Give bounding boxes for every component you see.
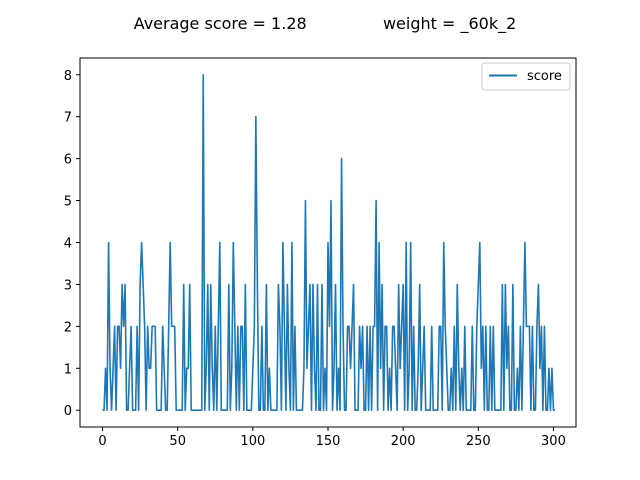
y-tick-label: 5: [64, 195, 72, 210]
x-tick-label: 200: [391, 434, 416, 449]
y-tick-label: 7: [64, 111, 72, 126]
legend-box: [481, 62, 571, 91]
x-tick-label: 0: [98, 434, 106, 449]
y-tick-label: 6: [64, 153, 72, 168]
chart-title: Average score = 1.28 weight = _60k_2: [134, 14, 517, 34]
y-tick-label: 8: [64, 69, 72, 84]
y-tick-label: 2: [64, 320, 72, 335]
y-tick-label: 4: [64, 237, 72, 252]
plot-area: 0 50 100 150 200 250 300 0 1 2 3 4 5 6 7 8: [64, 57, 577, 449]
legend: score: [481, 62, 571, 91]
y-tick-label: 1: [64, 362, 72, 377]
x-tick-label: 250: [466, 434, 491, 449]
series-line-score: [102, 73, 555, 412]
x-tick-label: 50: [169, 434, 186, 449]
y-tick-label: 0: [64, 404, 72, 419]
x-tick-label: 300: [541, 434, 566, 449]
x-tick-label: 150: [316, 434, 341, 449]
y-tick-label: 3: [64, 278, 72, 293]
x-tick-label: 100: [240, 434, 265, 449]
legend-label-score: score: [527, 69, 562, 84]
